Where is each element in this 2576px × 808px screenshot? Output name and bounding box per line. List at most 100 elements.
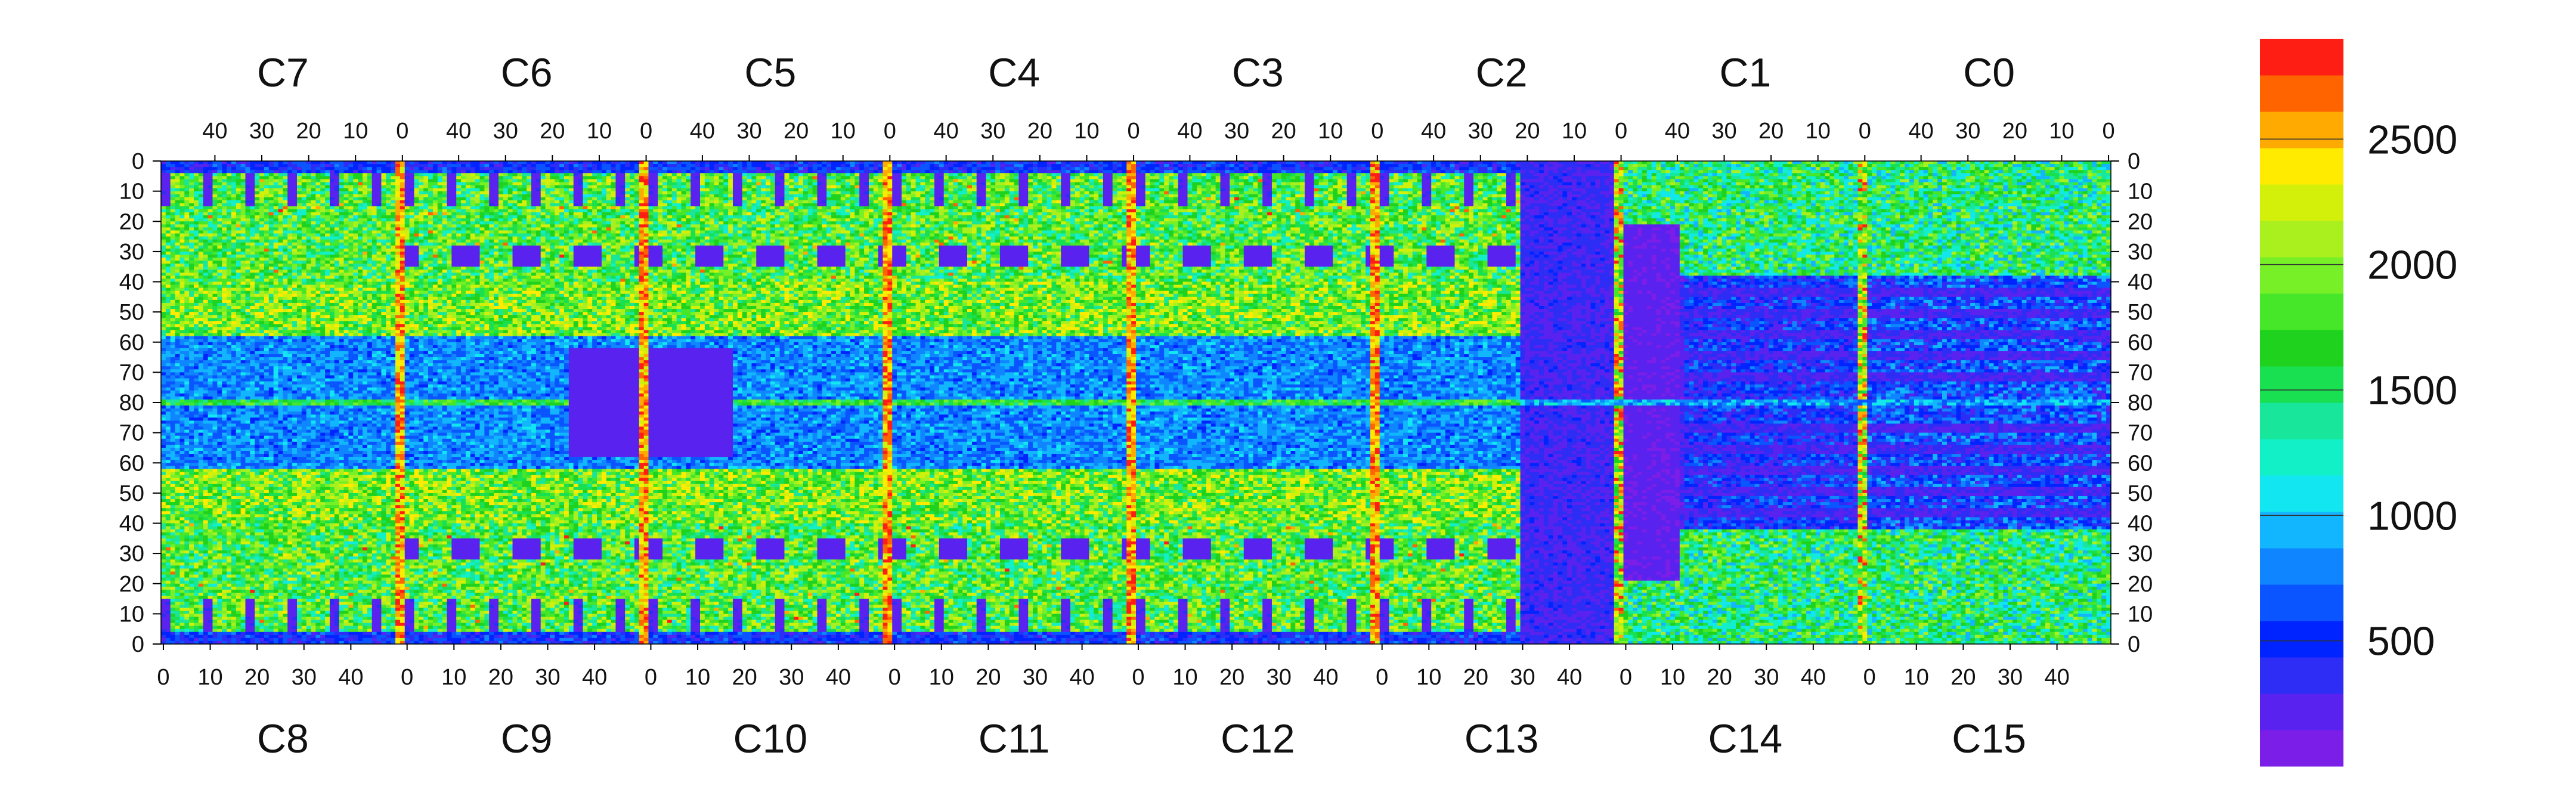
heatmap-cell [171, 514, 175, 518]
heatmap-cell [203, 246, 208, 249]
heatmap-cell [179, 427, 184, 431]
heatmap-cell [203, 533, 208, 536]
heatmap-cell [189, 379, 194, 382]
heatmap-cell [179, 590, 184, 593]
heatmap-cell [161, 575, 166, 578]
heatmap-cell [208, 369, 213, 373]
heatmap-cell [199, 439, 203, 442]
heatmap-cell [189, 403, 194, 406]
heatmap-cell [161, 240, 166, 243]
heatmap-cell [166, 414, 171, 418]
heatmap-cell [203, 336, 208, 340]
heatmap-cell [166, 511, 171, 515]
heatmap-cell [189, 417, 194, 421]
heatmap-cell [166, 255, 171, 258]
heatmap-cell [161, 209, 166, 213]
heatmap-cell [199, 442, 203, 445]
heatmap-cell [199, 324, 203, 327]
heatmap-cell [203, 439, 208, 442]
heatmap-cell [175, 511, 180, 515]
heatmap-cell [203, 173, 208, 177]
heatmap-cell [166, 484, 171, 488]
heatmap-cell [194, 297, 199, 301]
heatmap-cell [194, 303, 199, 307]
heatmap-cell [189, 394, 194, 397]
heatmap-cell [179, 550, 184, 554]
heatmap-cell [171, 224, 175, 228]
heatmap-cell [171, 439, 175, 442]
heatmap-cell [171, 218, 175, 222]
heatmap-cell [184, 572, 189, 575]
heatmap-cell [194, 417, 199, 421]
heatmap-cell [161, 261, 166, 264]
heatmap-cell [189, 414, 194, 418]
heatmap-cell [189, 212, 194, 216]
heatmap-cell [166, 397, 171, 400]
heatmap-cell [171, 556, 175, 560]
heatmap-cell [161, 599, 166, 602]
heatmap-cell [199, 294, 203, 298]
heatmap-cell [161, 550, 166, 554]
heatmap-cell [179, 493, 184, 497]
heatmap-cell [179, 397, 184, 400]
heatmap-cell [166, 179, 171, 182]
heatmap-cell [184, 469, 189, 472]
heatmap-cell [189, 243, 194, 246]
heatmap-cell [175, 565, 180, 569]
heatmap-cell [189, 261, 194, 264]
heatmap-cell [175, 351, 180, 355]
heatmap-cell [175, 581, 180, 584]
heatmap-cell [171, 565, 175, 569]
heatmap-cell [179, 360, 184, 364]
heatmap-cell [161, 533, 166, 536]
heatmap-cell [203, 442, 208, 445]
heatmap-cell [194, 587, 199, 590]
heatmap-cell [194, 273, 199, 276]
heatmap-cell [194, 445, 199, 448]
heatmap-cell [199, 472, 203, 475]
heatmap-cell [203, 382, 208, 385]
heatmap-cell [184, 629, 189, 633]
heatmap-cell [166, 382, 171, 385]
heatmap-cell [184, 333, 189, 337]
heatmap-cell [175, 472, 180, 475]
heatmap-cell [175, 420, 180, 424]
heatmap-cell [171, 575, 175, 578]
heatmap-cell [199, 288, 203, 292]
heatmap-cell [179, 454, 184, 457]
heatmap-cell [179, 278, 184, 282]
heatmap-cell [194, 572, 199, 575]
heatmap-cell [203, 258, 208, 261]
heatmap-cell [161, 249, 166, 252]
heatmap-cell [184, 463, 189, 466]
heatmap-cell [171, 496, 175, 500]
heatmap-cell [161, 333, 166, 337]
heatmap-cell [166, 508, 171, 512]
heatmap-cell [175, 403, 180, 406]
heatmap-cell [189, 360, 194, 364]
heatmap-cell [199, 255, 203, 258]
heatmap-cell [184, 188, 189, 192]
heatmap-cell [161, 285, 166, 289]
heatmap-cell [175, 448, 180, 451]
heatmap-cell [161, 514, 166, 518]
heatmap-cell [166, 499, 171, 503]
heatmap-cell [161, 167, 166, 171]
heatmap-cell [203, 339, 208, 343]
heatmap-cell [161, 578, 166, 581]
heatmap-cell [175, 559, 180, 563]
heatmap-cell [171, 397, 175, 400]
heatmap-cell [166, 403, 171, 406]
heatmap-cell [175, 357, 180, 361]
heatmap-cell [166, 496, 171, 500]
heatmap-cell [171, 333, 175, 337]
heatmap-cell [175, 514, 180, 518]
heatmap-cell [166, 530, 171, 533]
heatmap-cell [194, 330, 199, 334]
heatmap-cell [171, 327, 175, 330]
heatmap-cell [184, 550, 189, 554]
heatmap-cell [199, 590, 203, 593]
heatmap-cell [166, 466, 171, 469]
heatmap-cell [179, 354, 184, 358]
heatmap-cell [199, 306, 203, 309]
